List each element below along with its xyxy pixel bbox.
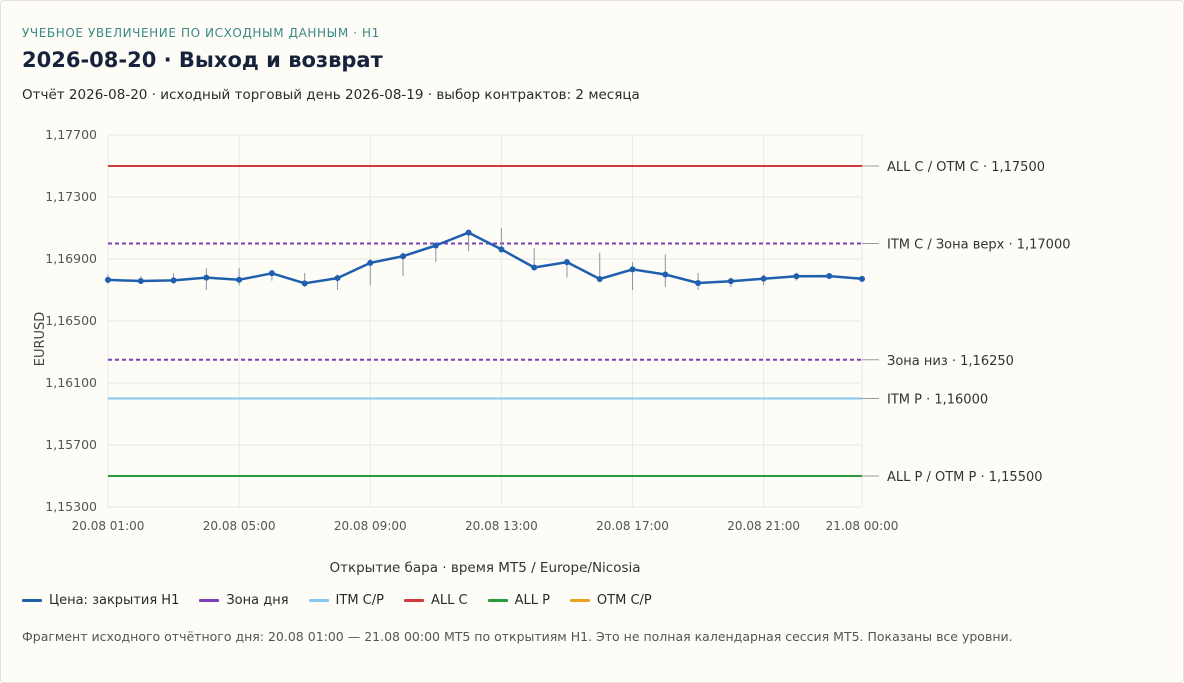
legend-swatch bbox=[487, 599, 508, 602]
close-point bbox=[826, 273, 833, 280]
legend-item-otm[interactable]: OTM C/P bbox=[569, 593, 652, 608]
axis-layer: 1,15300 1,15700 1,16100 1,16500 1,16900 1,173… bbox=[33, 127, 898, 576]
level-label: ITM C / Зона верх · 1,17000 bbox=[887, 238, 1071, 253]
chart-legend: Цена: закрытия H1 Зона дня ITM C/P ALL C… bbox=[22, 593, 672, 608]
close-point bbox=[465, 229, 472, 236]
legend-item-close[interactable]: Цена: закрытия H1 bbox=[22, 593, 179, 608]
legend-label: OTM C/P bbox=[596, 593, 652, 608]
legend-label: ALL C bbox=[430, 593, 468, 608]
legend-item-all-c[interactable]: ALL C bbox=[403, 593, 468, 608]
y-tick-label: 1,16900 bbox=[45, 251, 97, 266]
legend-item-itm[interactable]: ITM C/P bbox=[308, 593, 384, 608]
close-point bbox=[531, 264, 538, 271]
legend-label: Цена: закрытия H1 bbox=[49, 593, 180, 608]
x-axis-title: Открытие бара · время MT5 / Europe/Nicos… bbox=[329, 560, 640, 576]
close-point bbox=[400, 253, 407, 260]
y-tick-label: 1,15300 bbox=[45, 499, 97, 514]
close-point bbox=[760, 275, 767, 282]
close-point bbox=[662, 271, 669, 278]
level-label: ITM P · 1,16000 bbox=[887, 393, 988, 408]
y-tick-label: 1,16100 bbox=[45, 375, 97, 390]
x-tick-label: 20.08 09:00 bbox=[334, 519, 407, 533]
level-label: ALL C / OTM C · 1,17500 bbox=[887, 160, 1045, 175]
x-tick-label: 20.08 17:00 bbox=[596, 519, 669, 533]
close-point bbox=[432, 242, 439, 249]
chart-footnote: Фрагмент исходного отчётного дня: 20.08 … bbox=[22, 629, 1013, 644]
x-tick-label: 20.08 21:00 bbox=[727, 519, 800, 533]
close-point bbox=[137, 278, 144, 285]
grid-layer bbox=[107, 134, 863, 508]
legend-label: Зона дня bbox=[226, 593, 289, 608]
legend-swatch bbox=[403, 599, 424, 602]
close-point bbox=[859, 275, 865, 282]
close-point bbox=[268, 270, 275, 277]
close-point bbox=[367, 259, 374, 266]
chart-title: 2026-08-20 · Выход и возврат bbox=[22, 48, 383, 72]
close-point bbox=[203, 274, 210, 281]
legend-item-all-p[interactable]: ALL P bbox=[487, 593, 550, 608]
x-tick-label: 21.08 00:00 bbox=[826, 519, 899, 533]
y-axis-title: EURUSD bbox=[33, 312, 48, 367]
level-layer: ALL C / OTM C · 1,17500 ITM C / Зона верх… bbox=[108, 160, 1071, 485]
level-label: Зона низ · 1,16250 bbox=[887, 354, 1014, 369]
level-label: ALL P / OTM P · 1,15500 bbox=[887, 470, 1043, 485]
close-series-line bbox=[107, 231, 863, 285]
y-tick-label: 1,17300 bbox=[45, 189, 97, 204]
price-chart: ALL C / OTM C · 1,17500 ITM C / Зона верх… bbox=[33, 127, 1071, 576]
legend-swatch bbox=[22, 599, 42, 602]
close-point bbox=[301, 280, 308, 287]
close-point bbox=[629, 266, 636, 273]
close-point bbox=[170, 277, 177, 284]
legend-label: ITM C/P bbox=[335, 593, 384, 608]
legend-swatch bbox=[569, 599, 590, 602]
y-tick-label: 1,16500 bbox=[45, 313, 97, 328]
chart-eyebrow: УЧЕБНОЕ УВЕЛИЧЕНИЕ ПО ИСХОДНЫМ ДАННЫМ · … bbox=[22, 26, 380, 40]
close-point bbox=[727, 278, 734, 285]
close-point bbox=[563, 259, 570, 266]
close-point bbox=[236, 276, 243, 283]
legend-swatch bbox=[199, 599, 220, 602]
close-point bbox=[793, 273, 800, 280]
legend-item-day-zone[interactable]: Зона дня bbox=[199, 593, 289, 608]
close-point bbox=[695, 280, 702, 287]
x-tick-label: 20.08 13:00 bbox=[465, 519, 538, 533]
x-tick-label: 20.08 01:00 bbox=[72, 519, 145, 533]
y-tick-label: 1,15700 bbox=[45, 437, 97, 452]
close-point bbox=[596, 275, 603, 282]
chart-subtitle: Отчёт 2026-08-20 · исходный торговый ден… bbox=[22, 87, 640, 103]
legend-swatch bbox=[308, 599, 329, 602]
legend-label: ALL P bbox=[514, 593, 550, 608]
x-tick-label: 20.08 05:00 bbox=[203, 519, 276, 533]
close-point bbox=[105, 276, 111, 283]
close-point bbox=[334, 275, 341, 282]
close-point bbox=[498, 246, 505, 253]
y-tick-label: 1,17700 bbox=[45, 127, 97, 142]
series-layer bbox=[105, 228, 865, 290]
